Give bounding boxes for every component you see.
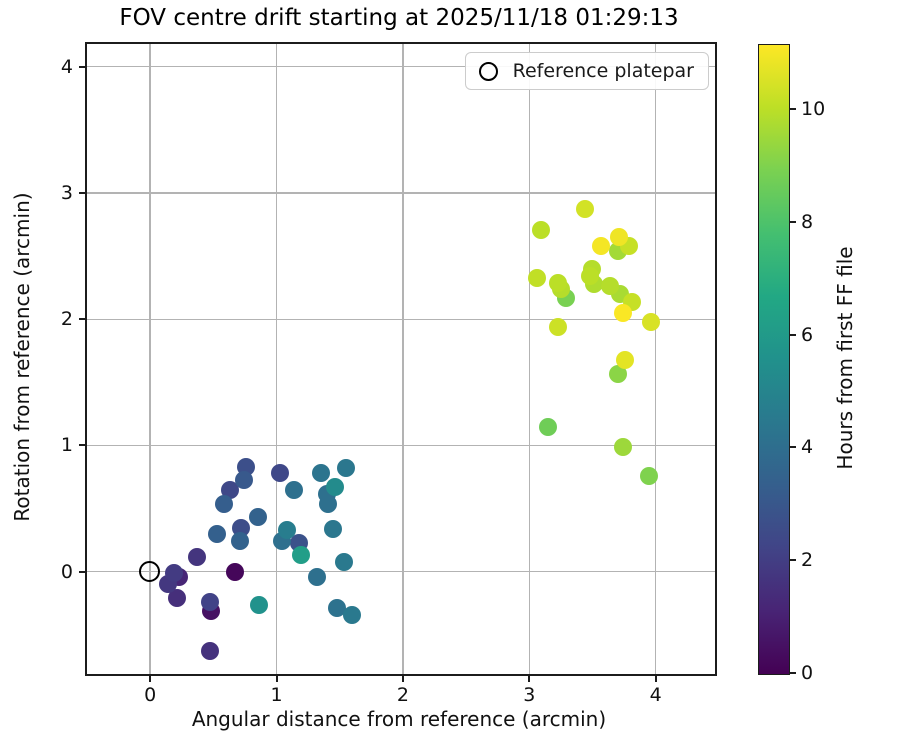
data-point — [531, 220, 550, 239]
data-point — [549, 273, 568, 292]
data-point — [640, 466, 659, 485]
data-point — [580, 267, 599, 286]
data-point — [609, 228, 628, 247]
colorbar-tick-mark-10 — [790, 107, 796, 110]
gridline-y-3 — [87, 192, 715, 194]
data-point — [200, 642, 219, 661]
y-tick-label-4: 4 — [60, 55, 73, 78]
x-tick-mark-4 — [654, 676, 657, 682]
colorbar-tick-mark-6 — [790, 333, 796, 336]
colorbar-tick-label-10: 10 — [801, 97, 826, 120]
chart-title: FOV centre drift starting at 2025/11/18 … — [119, 5, 679, 31]
data-point — [248, 508, 267, 527]
y-tick-mark-2 — [79, 318, 85, 321]
data-point — [592, 237, 611, 255]
data-point — [337, 459, 356, 478]
data-point — [616, 350, 635, 369]
data-point — [307, 567, 326, 586]
colorbar-tick-label-4: 4 — [801, 436, 814, 459]
colorbar-tick-label-2: 2 — [801, 549, 814, 572]
data-point — [324, 519, 343, 538]
data-point — [165, 563, 184, 582]
data-point — [311, 464, 330, 483]
y-tick-mark-1 — [79, 444, 85, 447]
reference-platepar-legend-icon — [478, 61, 498, 81]
data-point — [343, 605, 362, 624]
data-point — [601, 277, 620, 296]
colorbar-tick-label-0: 0 — [801, 662, 814, 684]
y-tick-mark-3 — [79, 191, 85, 194]
x-tick-label-0: 0 — [144, 684, 157, 706]
data-point — [232, 518, 251, 537]
data-point — [225, 562, 244, 581]
data-point — [187, 547, 206, 566]
data-point — [614, 303, 633, 322]
y-tick-label-1: 1 — [60, 434, 73, 457]
colorbar-tick-mark-8 — [790, 220, 796, 223]
colorbar-tick-mark-4 — [790, 446, 796, 449]
gridline-x-0 — [149, 44, 151, 674]
x-tick-label-2: 2 — [396, 684, 409, 706]
legend: Reference platepar — [464, 52, 709, 90]
colorbar-tick-label-6: 6 — [801, 323, 814, 346]
data-point — [539, 417, 558, 436]
colorbar-tick-mark-2 — [790, 559, 796, 562]
gridline-y-2 — [87, 318, 715, 320]
data-point — [285, 480, 304, 499]
data-point — [328, 599, 347, 618]
data-point — [334, 552, 353, 571]
x-tick-mark-3 — [528, 676, 531, 682]
data-point — [271, 464, 290, 483]
gridline-y-4 — [87, 66, 715, 68]
data-point — [208, 524, 227, 543]
colorbar-tick-label-8: 8 — [801, 210, 814, 233]
data-point — [613, 438, 632, 457]
plot-area: Reference platepar — [85, 42, 717, 676]
colorbar-tick-mark-0 — [790, 672, 796, 674]
colorbar — [758, 44, 790, 675]
y-axis-label: Rotation from reference (arcmin) — [10, 192, 34, 522]
x-tick-label-4: 4 — [649, 684, 662, 706]
data-point — [200, 593, 219, 612]
data-point — [325, 478, 344, 497]
y-tick-mark-4 — [79, 65, 85, 68]
reference-platepar-marker — [139, 560, 161, 582]
legend-label: Reference platepar — [512, 60, 694, 82]
data-point — [215, 494, 234, 513]
x-tick-mark-1 — [275, 676, 278, 682]
x-axis-label: Angular distance from reference (arcmin) — [191, 707, 607, 731]
gridline-x-4 — [654, 44, 657, 674]
x-tick-label-3: 3 — [523, 684, 536, 706]
y-tick-label-0: 0 — [60, 560, 73, 583]
data-point — [641, 312, 660, 331]
data-point — [234, 470, 253, 489]
y-tick-mark-0 — [79, 570, 85, 573]
gridline-y-0 — [87, 571, 715, 573]
gridline-x-1 — [275, 44, 278, 674]
data-point — [230, 532, 249, 551]
data-point — [291, 546, 310, 565]
data-point — [319, 494, 338, 513]
gridline-y-1 — [87, 444, 715, 447]
data-point — [575, 200, 594, 219]
y-tick-label-2: 2 — [60, 308, 73, 331]
data-point — [608, 364, 627, 383]
x-tick-mark-0 — [149, 676, 152, 682]
data-point — [249, 595, 268, 614]
data-point — [549, 317, 568, 336]
x-tick-label-1: 1 — [270, 684, 283, 706]
data-point — [167, 589, 186, 608]
data-point — [277, 521, 296, 540]
data-point — [527, 268, 546, 287]
gridline-x-2 — [402, 44, 404, 674]
gridline-x-3 — [528, 44, 530, 674]
colorbar-label: Hours from first FF file — [833, 246, 857, 470]
y-tick-label-3: 3 — [60, 181, 73, 204]
x-tick-mark-2 — [401, 676, 404, 682]
